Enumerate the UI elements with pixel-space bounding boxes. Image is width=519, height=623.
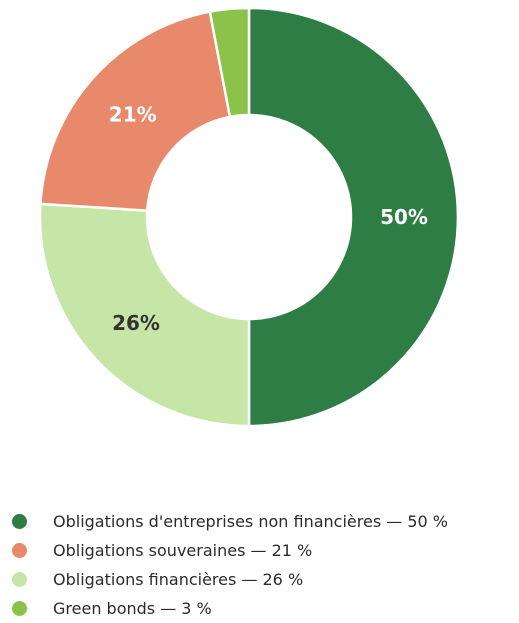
slice-2 bbox=[39, 10, 232, 212]
slice-0 bbox=[247, 6, 460, 428]
legend-item: Obligations d'entreprises non financière… bbox=[12, 507, 519, 536]
slice-3 bbox=[208, 6, 251, 119]
legend-label: Obligations souveraines — 21 % bbox=[53, 541, 313, 560]
donut-chart: 50% 26% 21% bbox=[38, 6, 460, 428]
legend-item: Green bonds — 3 % bbox=[12, 594, 519, 623]
legend-marker-icon bbox=[12, 543, 27, 558]
legend-marker-icon bbox=[12, 572, 27, 587]
legend-item: Obligations souveraines — 21 % bbox=[12, 536, 519, 565]
legend-label: Green bonds — 3 % bbox=[53, 599, 212, 618]
legend-marker-icon bbox=[12, 601, 27, 616]
chart-legend: Obligations d'entreprises non financière… bbox=[12, 507, 519, 623]
legend-item: Obligations financières — 26 % bbox=[12, 565, 519, 594]
legend-label: Obligations d'entreprises non financière… bbox=[53, 512, 448, 531]
donut-chart-svg: 50% 26% 21% bbox=[38, 6, 460, 428]
slice-label-2: 21% bbox=[109, 102, 157, 126]
slice-label-1: 26% bbox=[112, 311, 160, 335]
legend-label: Obligations financières — 26 % bbox=[53, 570, 304, 589]
legend-marker-icon bbox=[12, 514, 27, 529]
slice-1 bbox=[38, 202, 251, 428]
slice-label-0: 50% bbox=[380, 205, 428, 229]
